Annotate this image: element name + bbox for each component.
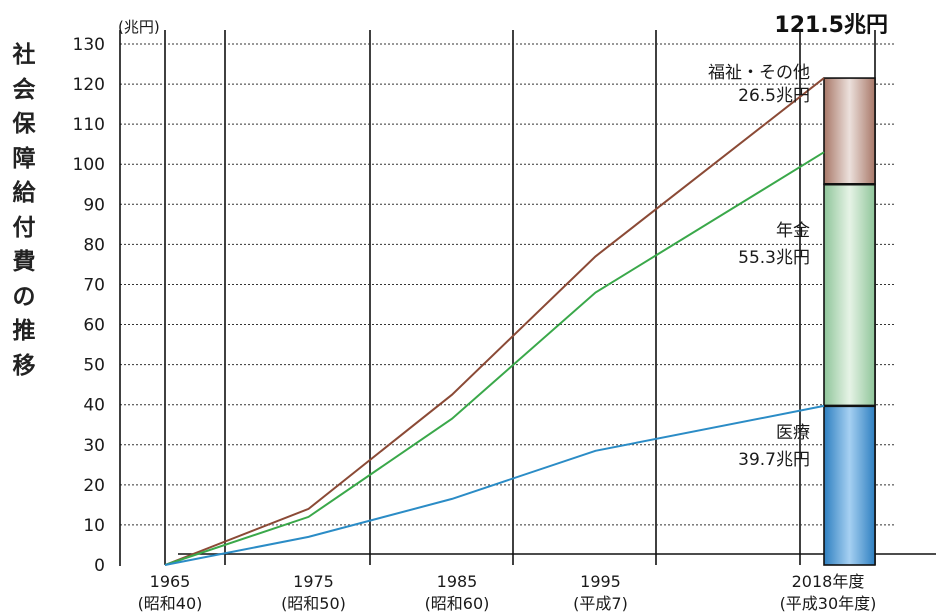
y-tick-label: 90 xyxy=(83,195,105,215)
x-tick-label: 1975 xyxy=(293,572,334,591)
x-tick-labels: 1965 (昭和40) 1975 (昭和50) 1985 (昭和60) 1995 (平成7) 2… xyxy=(138,572,877,613)
series-line-welfare xyxy=(164,77,825,566)
x-tick-label: (昭和60) xyxy=(425,594,490,613)
axes: (兆円) xyxy=(118,18,936,566)
chart-title-char: 会 xyxy=(12,76,36,103)
y-tick-label: 60 xyxy=(83,316,105,336)
horizontal-gridlines xyxy=(120,43,895,526)
segment-value-label: 55.3兆円 xyxy=(738,248,810,268)
segment-value-label: 26.5兆円 xyxy=(738,86,810,106)
chart-title-char: 推 xyxy=(12,318,36,344)
y-tick-label: 120 xyxy=(73,75,105,95)
y-tick-label: 50 xyxy=(83,356,105,376)
series-lines xyxy=(164,77,825,566)
segment-value-label: 39.7兆円 xyxy=(738,450,810,470)
chart-title-char: 保 xyxy=(12,111,36,137)
x-tick-label: (平成7) xyxy=(573,594,628,613)
chart-title-char: 費 xyxy=(12,249,36,275)
chart-title-char: の xyxy=(12,283,36,310)
x-tick-label: (昭和50) xyxy=(281,594,346,613)
bar-segment-welfare xyxy=(823,77,876,186)
segment-name-label: 福祉・その他 xyxy=(708,63,810,83)
series-line-medical xyxy=(164,404,825,566)
y-axis-unit: (兆円) xyxy=(118,18,160,36)
x-tick-label: (昭和40) xyxy=(138,594,203,613)
chart-title-char: 付 xyxy=(12,214,36,241)
y-tick-label: 110 xyxy=(73,115,105,135)
bar-segment-pension xyxy=(823,183,876,407)
x-tick-label: 2018年度 xyxy=(792,572,865,591)
chart-title-char: 移 xyxy=(12,352,36,379)
stacked-bar-2018 xyxy=(823,77,876,566)
y-tick-label: 40 xyxy=(83,396,105,416)
chart-title-char: 障 xyxy=(12,145,36,172)
series-line-pension xyxy=(164,151,825,566)
y-tick-labels: 0 10 20 30 40 50 60 70 80 90 100 110 120 130 xyxy=(73,35,105,576)
y-tick-label: 130 xyxy=(73,35,105,55)
segment-name-label: 医療 xyxy=(776,423,810,443)
segment-name-label: 年金 xyxy=(776,221,810,241)
total-label: 121.5兆円 xyxy=(774,13,888,38)
chart-title-char: 給 xyxy=(12,180,36,206)
y-tick-label: 20 xyxy=(83,476,105,496)
y-tick-label: 100 xyxy=(73,155,105,175)
y-tick-label: 70 xyxy=(83,275,105,295)
y-tick-label: 10 xyxy=(83,516,105,536)
x-tick-label: 1995 xyxy=(580,572,621,591)
y-tick-label: 80 xyxy=(83,235,105,255)
y-tick-label: 0 xyxy=(94,556,105,576)
bar-segment-medical xyxy=(823,405,876,566)
chart-title-char: 社 xyxy=(12,42,36,68)
x-tick-label: 1985 xyxy=(437,572,478,591)
chart-title: 社会保障給付費の推移 xyxy=(6,38,42,383)
x-tick-label: 1965 xyxy=(150,572,191,591)
x-tick-label: (平成30年度) xyxy=(780,594,877,613)
y-tick-label: 30 xyxy=(83,436,105,456)
